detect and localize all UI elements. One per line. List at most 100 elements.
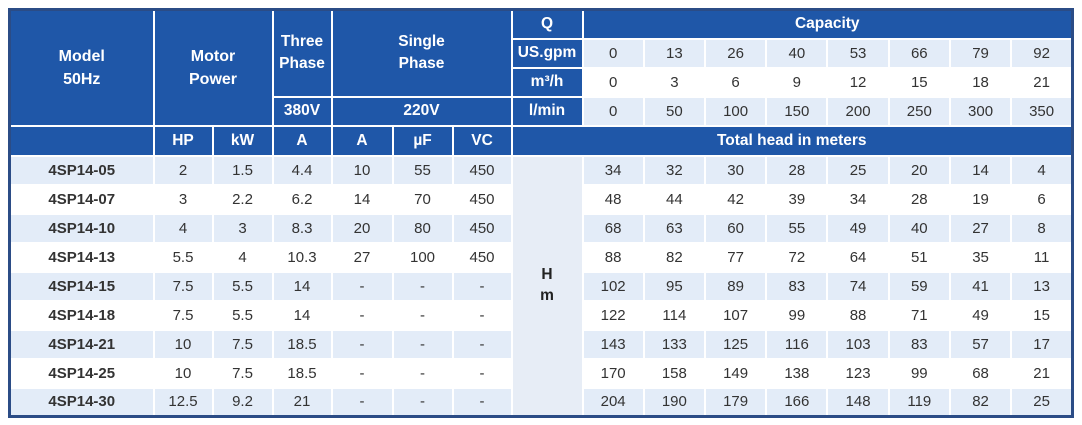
capacity-value-cell: 250	[887, 95, 951, 127]
head-value-cell: 25	[1010, 386, 1074, 418]
capacity-value-cell: 53	[826, 37, 890, 69]
model-cell: 4SP14-13	[8, 241, 155, 273]
capacity-row-m3h: m³/h 0 3 6 9 12 15 18 21	[10, 66, 1074, 98]
head-value-cell: 148	[826, 386, 890, 418]
model-cell: 4SP14-15	[8, 270, 155, 302]
head-value-cell: 99	[887, 357, 951, 389]
vc-cell: 450	[451, 241, 513, 273]
head-value-cell: 83	[765, 270, 829, 302]
capacity-value-cell: 200	[826, 95, 890, 127]
head-value-cell: 68	[948, 357, 1013, 389]
head-value-cell: 35	[948, 241, 1013, 273]
vc-cell: 450	[451, 183, 513, 215]
vc-cell: 450	[451, 154, 513, 186]
head-value-cell: 179	[703, 386, 768, 418]
head-value-cell: 20	[887, 154, 951, 186]
head-value-cell: 88	[581, 241, 645, 273]
head-value-cell: 89	[703, 270, 768, 302]
head-value-cell: 190	[642, 386, 706, 418]
table-body: 4SP14-05 2 1.5 4.4 10 55 450 H m 34 32 30 28 25 20 14 4…	[8, 154, 1074, 418]
a-380v-cell: 14	[271, 270, 333, 302]
capacity-value-cell: 92	[1010, 37, 1074, 69]
hp-cell: 10	[152, 357, 214, 389]
a-220v-cell: -	[330, 328, 394, 360]
uf-header: µF	[391, 124, 454, 157]
a-220v-cell: -	[330, 386, 394, 418]
head-value-cell: 55	[765, 212, 829, 244]
capacity-value-cell: 3	[642, 66, 706, 98]
q-header: Q	[510, 8, 584, 40]
hp-cell: 7.5	[152, 270, 214, 302]
voltage-380-header: 380V	[271, 95, 333, 127]
head-value-cell: 116	[765, 328, 829, 360]
vc-cell: -	[451, 299, 513, 331]
head-value-cell: 114	[642, 299, 706, 331]
head-value-cell: 34	[826, 183, 890, 215]
head-value-cell: 102	[581, 270, 645, 302]
empty-header-cell	[8, 124, 155, 157]
table-row: 4SP14-30 12.5 9.2 21- - -204 190 179 166 148 119 82…	[8, 386, 1074, 418]
head-value-cell: 41	[948, 270, 1013, 302]
flow-unit-lmin: l/min	[510, 95, 584, 127]
head-value-cell: 99	[765, 299, 829, 331]
capacity-value-cell: 0	[581, 66, 645, 98]
capacity-value-cell: 50	[642, 95, 706, 127]
hp-cell: 12.5	[152, 386, 214, 418]
hp-cell: 10	[152, 328, 214, 360]
capacity-value-cell: 100	[703, 95, 768, 127]
capacity-value-cell: 6	[703, 66, 768, 98]
a-220v-cell: 27	[330, 241, 394, 273]
capacity-row-usgpm: US.gpm 0 13 26 40 53 66 79 92	[10, 37, 1074, 69]
table-row: 4SP14-25 10 7.5 18.5- - -170 158 149 138 123 99 68 2…	[8, 357, 1074, 389]
head-value-cell: 28	[887, 183, 951, 215]
amps-220-header: A	[330, 124, 394, 157]
head-value-cell: 19	[948, 183, 1013, 215]
head-value-cell: 25	[826, 154, 890, 186]
kw-cell: 4	[211, 241, 274, 273]
head-value-cell: 170	[581, 357, 645, 389]
head-value-cell: 40	[887, 212, 951, 244]
head-value-cell: 15	[1010, 299, 1074, 331]
flow-unit-m3h: m³/h	[510, 66, 584, 98]
head-value-cell: 28	[765, 154, 829, 186]
kw-cell: 7.5	[211, 357, 274, 389]
head-value-cell: 143	[581, 328, 645, 360]
capacity-value-cell: 0	[581, 37, 645, 69]
table-row: 4SP14-10 4 3 8.3 20 80 450 68 63 60 55 49 40 27 8	[8, 212, 1074, 244]
uf-cell: -	[391, 299, 454, 331]
vc-cell: -	[451, 386, 513, 418]
hp-header: HP	[152, 124, 214, 157]
table-row: 4SP14-15 7.5 5.5 14- - -102 95 89 83 74 59 41 13	[8, 270, 1074, 302]
head-value-cell: 95	[642, 270, 706, 302]
capacity-value-cell: 0	[581, 95, 645, 127]
vc-header: VC	[451, 124, 513, 157]
uf-cell: 55	[391, 154, 454, 186]
a-380v-cell: 6.2	[271, 183, 333, 215]
uf-cell: -	[391, 328, 454, 360]
capacity-header: Capacity	[581, 8, 1074, 40]
head-unit-cell: H m	[510, 154, 584, 418]
head-value-cell: 11	[1010, 241, 1074, 273]
head-value-cell: 27	[948, 212, 1013, 244]
table-row: 4SP14-13 5.5 4 10.3 27 100 450 88 82 77 72 64 51 35 11	[8, 241, 1074, 273]
uf-cell: 70	[391, 183, 454, 215]
head-value-cell: 122	[581, 299, 645, 331]
uf-cell: -	[391, 386, 454, 418]
a-380v-cell: 10.3	[271, 241, 333, 273]
vc-cell: -	[451, 270, 513, 302]
kw-cell: 3	[211, 212, 274, 244]
hp-cell: 5.5	[152, 241, 214, 273]
head-value-cell: 57	[948, 328, 1013, 360]
single-phase-header: Single Phase	[330, 8, 513, 98]
vc-cell: 450	[451, 212, 513, 244]
head-value-cell: 74	[826, 270, 890, 302]
a-380v-cell: 14	[271, 299, 333, 331]
head-value-cell: 72	[765, 241, 829, 273]
head-value-cell: 51	[887, 241, 951, 273]
hp-cell: 2	[152, 154, 214, 186]
kw-cell: 5.5	[211, 270, 274, 302]
capacity-value-cell: 40	[765, 37, 829, 69]
a-380v-cell: 8.3	[271, 212, 333, 244]
head-value-cell: 77	[703, 241, 768, 273]
